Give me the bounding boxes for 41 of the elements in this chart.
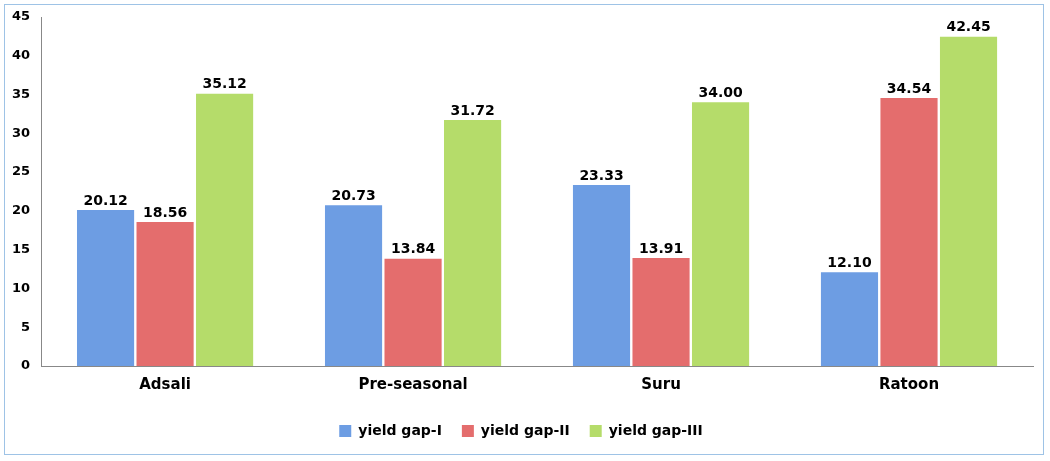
y-tick-label: 5 (21, 318, 31, 334)
data-label: 18.56 (142, 203, 188, 220)
data-label: 20.12 (83, 191, 128, 208)
y-tick-label: 0 (21, 357, 31, 373)
bar (196, 93, 254, 366)
y-tick-label: 45 (12, 8, 31, 24)
bar (77, 209, 135, 366)
data-label: 34.00 (698, 83, 743, 100)
legend-label: yield gap-II (480, 421, 570, 438)
x-tick-label: Ratoon (878, 374, 940, 393)
bar (136, 222, 194, 366)
y-tick-label: 35 (12, 85, 31, 101)
y-tick-label: 30 (12, 124, 31, 140)
y-tick-label: 10 (12, 279, 31, 295)
bar (820, 272, 879, 366)
bar (324, 205, 383, 366)
y-tick-label: 25 (12, 163, 31, 179)
data-label: 20.73 (331, 186, 376, 203)
bar (384, 258, 442, 366)
bar (444, 119, 502, 366)
data-label: 34.54 (886, 79, 932, 96)
bar (572, 185, 631, 366)
x-tick-label: Adsali (139, 374, 191, 393)
bar (691, 102, 750, 366)
data-label: 35.12 (202, 75, 247, 92)
y-tick-label: 20 (12, 202, 31, 218)
bar (632, 258, 690, 366)
bar (939, 36, 998, 366)
y-tick-label: 15 (12, 241, 31, 257)
data-label: 13.91 (638, 239, 684, 256)
data-label: 13.84 (390, 240, 436, 257)
x-tick-label: Pre-seasonal (358, 374, 468, 393)
data-label: 31.72 (450, 101, 495, 118)
data-label: 42.45 (946, 18, 991, 35)
legend-label: yield gap-III (608, 421, 703, 438)
y-tick-label: 40 (12, 47, 31, 63)
data-label: 12.10 (827, 253, 872, 270)
bar (880, 98, 938, 366)
legend-label: yield gap-I (358, 421, 442, 438)
x-tick-label: Suru (641, 374, 681, 393)
data-label: 23.33 (579, 166, 624, 183)
